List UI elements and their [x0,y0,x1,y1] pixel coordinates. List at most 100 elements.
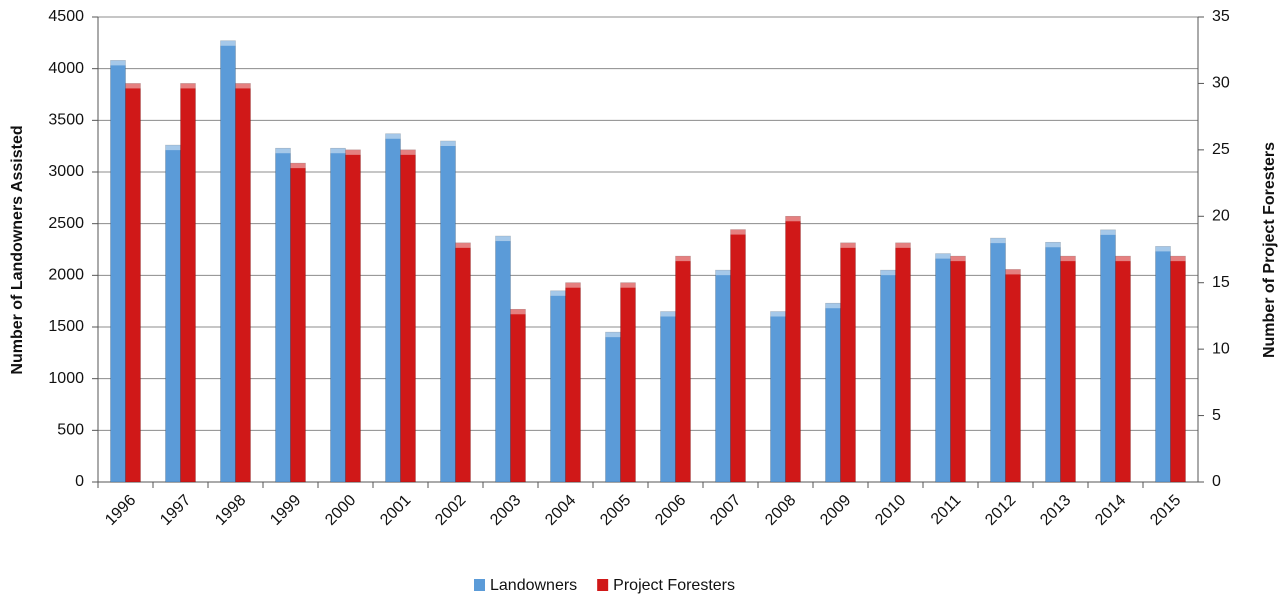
y2-tick-label: 0 [1212,473,1221,490]
y-tick-label: 0 [75,473,84,490]
y2-axis-title: Number of Project Foresters [1261,142,1278,358]
x-tick-label: 2012 [982,492,1019,529]
x-tick-label: 2001 [377,492,414,529]
bar [950,255,966,483]
bar [565,282,581,483]
bar [1045,241,1061,483]
y2-tick-label: 20 [1212,208,1230,225]
bar [730,229,746,483]
y2-tick-label: 35 [1212,8,1230,25]
bar-highlight [1170,256,1186,262]
bar [675,255,691,483]
y-tick-label: 3000 [48,163,84,180]
bar [165,144,181,483]
bar-highlight [165,145,181,151]
x-tick-label: 1996 [102,492,139,529]
bar-highlight [895,242,911,248]
bar [235,83,251,483]
legend-label: Project Foresters [613,577,735,594]
bar [180,83,196,483]
bar [990,237,1006,483]
bar-highlight [565,282,581,288]
bar-highlight [180,83,196,89]
bar [550,290,566,483]
bar-highlight [235,83,251,89]
bar [880,269,896,483]
x-tick-label: 2004 [542,492,579,529]
bar-highlight [440,141,456,146]
y2-tick-label: 5 [1212,407,1221,424]
bar [605,331,621,483]
bar [770,311,786,483]
legend-swatch [597,579,609,591]
bar-highlight [770,311,786,317]
legend-label: Landowners [490,577,577,594]
bar [440,140,456,483]
bar [400,149,416,483]
bar-highlight [220,40,236,46]
bar [110,60,126,483]
bar-highlight [1100,229,1116,235]
bar-highlight [495,236,511,242]
bar [125,83,141,483]
bar-highlight [1060,256,1076,262]
x-tick-label: 2009 [817,492,854,529]
bar [840,242,856,483]
bar-highlight [510,309,526,315]
y-tick-label: 4000 [48,60,84,77]
bar [510,308,526,483]
bar-highlight [550,290,566,296]
bar-highlight [880,270,896,276]
bar [715,269,731,483]
bar-highlight [125,83,141,89]
bar-highlight [675,256,691,262]
bar-highlight [935,253,951,259]
bar [660,311,676,483]
bar-highlight [785,216,801,222]
bar-highlight [455,242,471,248]
bar [495,235,511,483]
x-tick-label: 2014 [1092,492,1129,529]
bar [620,282,636,483]
bar [1005,269,1021,483]
bar-highlight [1045,242,1061,248]
x-tick-label: 2011 [928,492,964,528]
x-tick-label: 1997 [157,492,194,529]
bar [275,147,291,483]
x-tick-label: 2000 [322,492,359,529]
bar [220,40,236,483]
bar [1060,255,1076,483]
y-tick-label: 1000 [48,370,84,387]
bar-highlight [1115,256,1131,262]
bar [290,162,306,483]
x-tick-label: 2010 [872,492,909,529]
bar [385,133,401,483]
x-tick-label: 2006 [652,492,689,529]
x-tick-label: 2013 [1037,492,1074,529]
bar-highlight [950,256,966,262]
bar-highlight [1005,269,1021,275]
y-tick-label: 4500 [48,8,84,25]
y-tick-label: 500 [57,422,84,439]
x-tick-label: 2008 [762,492,799,529]
x-tick-label: 2003 [487,492,524,529]
bar [330,147,346,483]
bar [1155,246,1171,483]
bar-highlight [290,163,306,169]
y2-tick-label: 25 [1212,141,1230,158]
bar-highlight [620,282,636,288]
x-tick-label: 2015 [1147,492,1184,529]
bar-highlight [1155,246,1171,252]
legend-swatch [474,579,485,591]
bar [935,253,951,483]
x-tick-label: 2005 [597,492,634,529]
x-tick-label: 1999 [267,492,304,529]
bar-highlight [110,60,126,66]
bar-highlight [990,238,1006,244]
bar [895,242,911,483]
bar [825,302,841,483]
bar-highlight [730,229,746,235]
y2-tick-label: 15 [1212,274,1230,291]
